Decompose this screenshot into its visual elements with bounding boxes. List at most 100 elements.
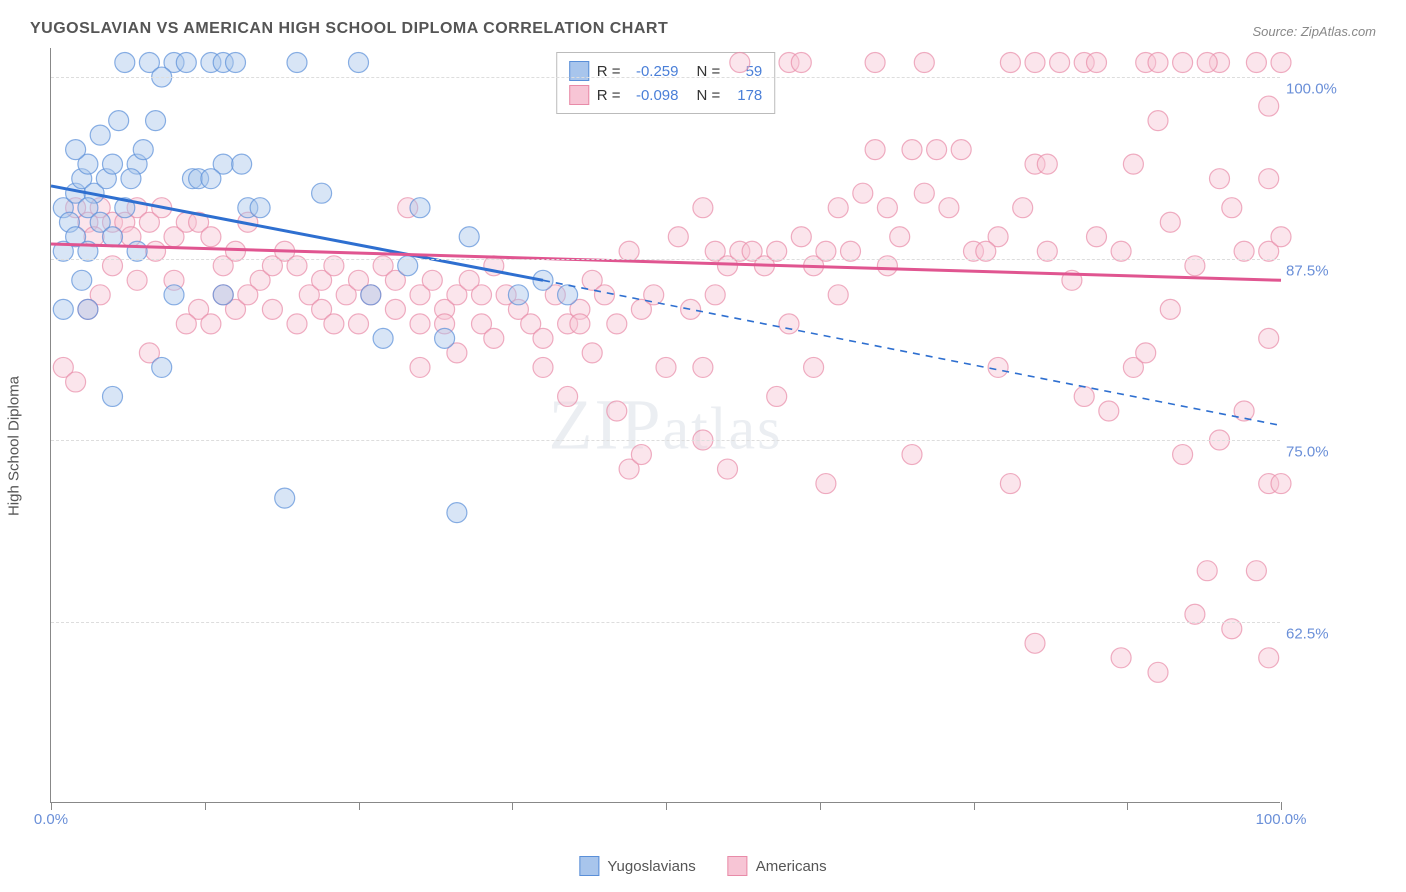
scatter-point	[1271, 227, 1291, 247]
scatter-point	[1148, 53, 1168, 73]
trend-line	[51, 244, 1281, 280]
scatter-point	[164, 285, 184, 305]
scatter-point	[127, 270, 147, 290]
scatter-point	[1210, 169, 1230, 189]
chart-title: YUGOSLAVIAN VS AMERICAN HIGH SCHOOL DIPL…	[30, 20, 668, 38]
scatter-point	[988, 357, 1008, 377]
scatter-point	[1234, 401, 1254, 421]
source-attribution: Source: ZipAtlas.com	[1252, 24, 1376, 39]
scatter-point	[853, 183, 873, 203]
scatter-point	[1123, 154, 1143, 174]
scatter-point	[1025, 53, 1045, 73]
scatter-point	[1197, 561, 1217, 581]
legend-label: Yugoslavians	[607, 858, 695, 875]
scatter-point	[373, 328, 393, 348]
scatter-point	[201, 314, 221, 334]
y-tick-label: 62.5%	[1286, 625, 1346, 642]
scatter-point	[1099, 401, 1119, 421]
scatter-point	[1050, 53, 1070, 73]
scatter-point	[1013, 198, 1033, 218]
scatter-point	[865, 53, 885, 73]
scatter-point	[508, 285, 528, 305]
scatter-point	[595, 285, 615, 305]
scatter-point	[767, 386, 787, 406]
scatter-point	[1087, 227, 1107, 247]
scatter-point	[902, 140, 922, 160]
x-tick	[359, 802, 360, 810]
y-tick-label: 75.0%	[1286, 444, 1346, 461]
scatter-point	[1246, 561, 1266, 581]
scatter-point	[361, 285, 381, 305]
scatter-point	[902, 445, 922, 465]
gridline	[51, 259, 1280, 260]
scatter-point	[459, 227, 479, 247]
gridline	[51, 622, 1280, 623]
scatter-point	[1136, 343, 1156, 363]
scatter-point	[1271, 53, 1291, 73]
x-tick-label: 0.0%	[34, 811, 68, 828]
scatter-point	[349, 314, 369, 334]
scatter-point	[66, 140, 86, 160]
scatter-point	[90, 125, 110, 145]
scatter-point	[644, 285, 664, 305]
scatter-point	[730, 53, 750, 73]
x-tick	[1281, 802, 1282, 810]
scatter-point	[1271, 474, 1291, 494]
scatter-point	[914, 183, 934, 203]
scatter-point	[115, 53, 135, 73]
scatter-point	[484, 328, 504, 348]
scatter-point	[668, 227, 688, 247]
scatter-point	[927, 140, 947, 160]
scatter-point	[914, 53, 934, 73]
scatter-point	[78, 299, 98, 319]
scatter-point	[656, 357, 676, 377]
legend-swatch	[579, 856, 599, 876]
scatter-point	[1087, 53, 1107, 73]
scatter-point	[951, 140, 971, 160]
gridline	[51, 77, 1280, 78]
scatter-point	[109, 111, 129, 131]
scatter-point	[312, 183, 332, 203]
scatter-point	[693, 357, 713, 377]
scatter-point	[1074, 386, 1094, 406]
scatter-point	[133, 140, 153, 160]
x-tick	[820, 802, 821, 810]
scatter-point	[201, 227, 221, 247]
x-tick	[974, 802, 975, 810]
scatter-point	[804, 357, 824, 377]
scatter-point	[66, 372, 86, 392]
scatter-point	[226, 53, 246, 73]
scatter-point	[1160, 212, 1180, 232]
scatter-point	[1259, 648, 1279, 668]
scatter-point	[1000, 474, 1020, 494]
scatter-point	[779, 314, 799, 334]
gridline	[51, 440, 1280, 441]
scatter-point	[201, 169, 221, 189]
x-tick	[666, 802, 667, 810]
legend-item: Americans	[728, 856, 827, 876]
scatter-point	[865, 140, 885, 160]
scatter-point	[693, 198, 713, 218]
scatter-point	[681, 299, 701, 319]
scatter-point	[250, 198, 270, 218]
scatter-point	[324, 314, 344, 334]
y-tick-label: 100.0%	[1286, 81, 1346, 98]
x-tick	[51, 802, 52, 810]
y-tick-label: 87.5%	[1286, 262, 1346, 279]
legend-swatch	[728, 856, 748, 876]
scatter-point	[1111, 648, 1131, 668]
scatter-point	[791, 227, 811, 247]
scatter-point	[570, 314, 590, 334]
scatter-point	[1222, 198, 1242, 218]
scatter-point	[146, 111, 166, 131]
scatter-point	[791, 53, 811, 73]
scatter-point	[816, 474, 836, 494]
scatter-point	[1037, 154, 1057, 174]
scatter-point	[705, 285, 725, 305]
scatter-point	[275, 488, 295, 508]
scatter-point	[447, 503, 467, 523]
scatter-point	[422, 270, 442, 290]
scatter-point	[718, 459, 738, 479]
scatter-point	[410, 357, 430, 377]
legend-label: Americans	[756, 858, 827, 875]
